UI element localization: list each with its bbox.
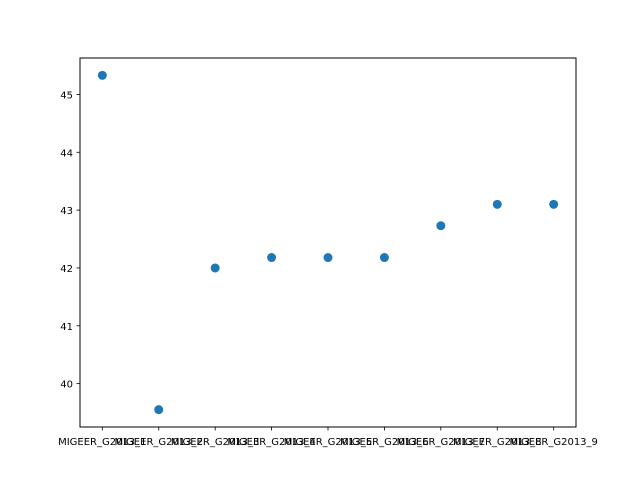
- data-point: [379, 253, 389, 263]
- x-tick-label: MIGEER_G2013_9: [509, 437, 597, 448]
- data-point: [97, 70, 107, 80]
- x-tick-label: MIGEER_G2013_4: [227, 437, 315, 448]
- data-point: [549, 199, 559, 209]
- data-point: [323, 253, 333, 263]
- data-point: [267, 253, 277, 263]
- data-point: [436, 221, 446, 231]
- x-tick-label: MIGEER_G2013_3: [171, 437, 259, 448]
- y-tick-label: 40: [60, 380, 73, 391]
- x-tick-label: MIGEER_G2013_7: [397, 437, 485, 448]
- data-point: [210, 263, 220, 273]
- y-tick-label: 43: [60, 206, 73, 217]
- y-tick-label: 44: [60, 148, 73, 159]
- data-points: [97, 70, 559, 415]
- y-tick-label: 42: [60, 264, 73, 275]
- data-point: [492, 199, 502, 209]
- x-tick-label: MIGEER_G2013_1: [58, 437, 146, 448]
- x-tick-label: MIGEER_G2013_6: [340, 437, 428, 448]
- x-tick-label: MIGEER_G2013_2: [114, 437, 202, 448]
- x-axis: MIGEER_G2013_1MIGEER_G2013_2MIGEER_G2013…: [58, 427, 598, 448]
- x-tick-label: MIGEER_G2013_8: [453, 437, 541, 448]
- x-tick-label: MIGEER_G2013_5: [284, 437, 372, 448]
- y-axis: 40 41 42 43 44 45: [60, 90, 80, 391]
- data-point: [154, 405, 164, 415]
- y-tick-label: 45: [60, 90, 73, 101]
- y-tick-label: 41: [60, 322, 73, 333]
- plot-frame: [79, 57, 577, 428]
